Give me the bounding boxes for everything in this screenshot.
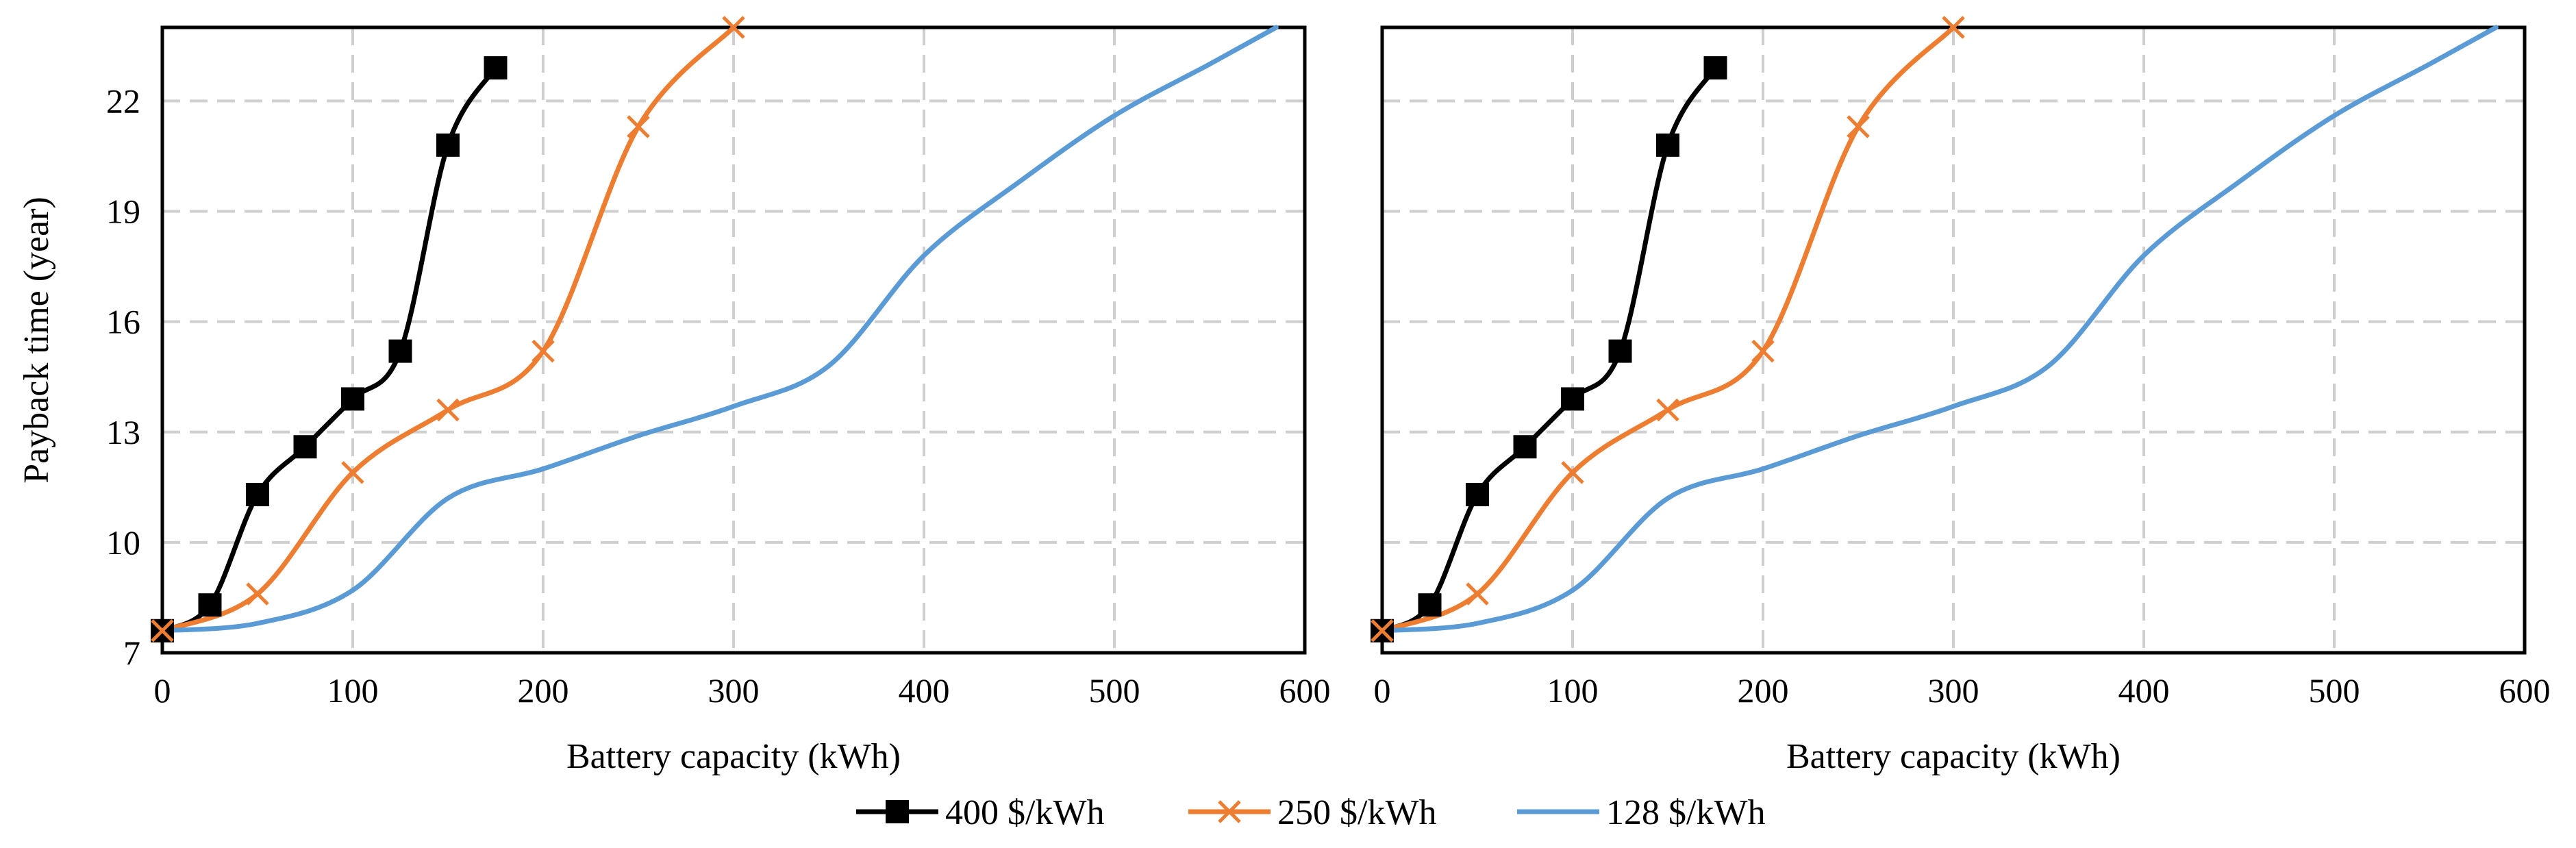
chart-left: 0 100 200 300 400 500 600 7 10 13 16 19 22 Battery ca…: [17, 16, 1331, 776]
series-group: [162, 25, 1279, 634]
data-point-250-kwh: [436, 398, 460, 422]
x-tick-label: 400: [2118, 671, 2170, 710]
data-point-250-kwh: [532, 339, 555, 363]
x-tick-label: 300: [1928, 671, 1979, 710]
data-point-400-kwh: [198, 593, 222, 617]
x-tick-label: 500: [1089, 671, 1140, 710]
data-point-400-kwh: [293, 435, 317, 459]
data-point-250-kwh: [627, 115, 650, 138]
data-point-400-kwh: [1608, 339, 1632, 363]
data-point-400-kwh: [1703, 56, 1727, 80]
data-point-400-kwh: [388, 339, 412, 363]
data-point-400-kwh: [246, 483, 269, 507]
series-group: [1382, 25, 2499, 634]
legend-marker: [886, 800, 909, 823]
x-tick-label: 200: [1738, 671, 1789, 710]
gridlines: [1382, 27, 2525, 653]
data-point-250-kwh: [1847, 115, 1870, 138]
data-point-250-kwh: [1561, 461, 1584, 484]
x-tick-label: 200: [518, 671, 569, 710]
x-tick-label: 400: [899, 671, 950, 710]
y-tick-label: 10: [106, 523, 140, 562]
data-point-400-kwh: [1466, 483, 1489, 507]
x-tick-label: 600: [2499, 671, 2551, 710]
legend-item-250-kwh: 250 $/kWh: [1188, 793, 1437, 832]
data-point-250-kwh: [722, 16, 745, 39]
data-point-250-kwh: [151, 619, 174, 643]
data-point-250-kwh: [1656, 398, 1679, 422]
data-point-250-kwh: [1466, 582, 1489, 606]
x-tick-label: 100: [1547, 671, 1599, 710]
data-point-400-kwh: [341, 387, 364, 411]
data-point-400-kwh: [1561, 387, 1584, 411]
data-point-250-kwh: [1751, 339, 1775, 363]
data-point-400-kwh: [1418, 593, 1442, 617]
gridlines: [162, 27, 1305, 653]
y-tick-label: 22: [106, 82, 140, 120]
legend-label: 128 $/kWh: [1606, 793, 1766, 832]
x-axis-title: Battery capacity (kWh): [566, 737, 901, 776]
x-tick-label: 300: [708, 671, 760, 710]
x-tick-label: 0: [1374, 671, 1391, 710]
legend-label: 400 $/kWh: [945, 793, 1105, 832]
data-point-250-kwh: [1942, 16, 1965, 39]
legend-item-128-kwh: 128 $/kWh: [1517, 793, 1766, 832]
data-point-250-kwh: [246, 582, 269, 606]
y-tick-label: 13: [106, 413, 140, 451]
legend-label: 250 $/kWh: [1277, 793, 1437, 832]
data-point-400-kwh: [484, 56, 508, 80]
data-point-400-kwh: [1513, 435, 1537, 459]
data-point-400-kwh: [1656, 133, 1679, 157]
x-tick-label: 500: [2309, 671, 2360, 710]
chart-right: 0 100 200 300 400 500 600 Battery capacity (kWh…: [1371, 16, 2551, 776]
y-tick-label: 19: [106, 192, 140, 231]
legend: 400 $/kWh 250 $/kWh 128 $/kWh: [856, 793, 1766, 832]
series-line-128-kwh: [162, 25, 1279, 634]
data-point-400-kwh: [436, 133, 460, 157]
y-axis-title: Payback time (year): [17, 197, 56, 484]
x-tick-label: 0: [154, 671, 171, 710]
data-point-250-kwh: [1371, 619, 1394, 643]
x-tick-label: 600: [1279, 671, 1331, 710]
legend-marker: [1218, 800, 1241, 823]
series-line-128-kwh: [1382, 25, 2499, 634]
data-point-250-kwh: [341, 461, 364, 484]
legend-item-400-kwh: 400 $/kWh: [856, 793, 1105, 832]
x-axis-title: Battery capacity (kWh): [1786, 737, 2121, 776]
x-tick-label: 100: [327, 671, 379, 710]
y-tick-label: 7: [123, 634, 140, 672]
y-tick-label: 16: [106, 303, 140, 341]
